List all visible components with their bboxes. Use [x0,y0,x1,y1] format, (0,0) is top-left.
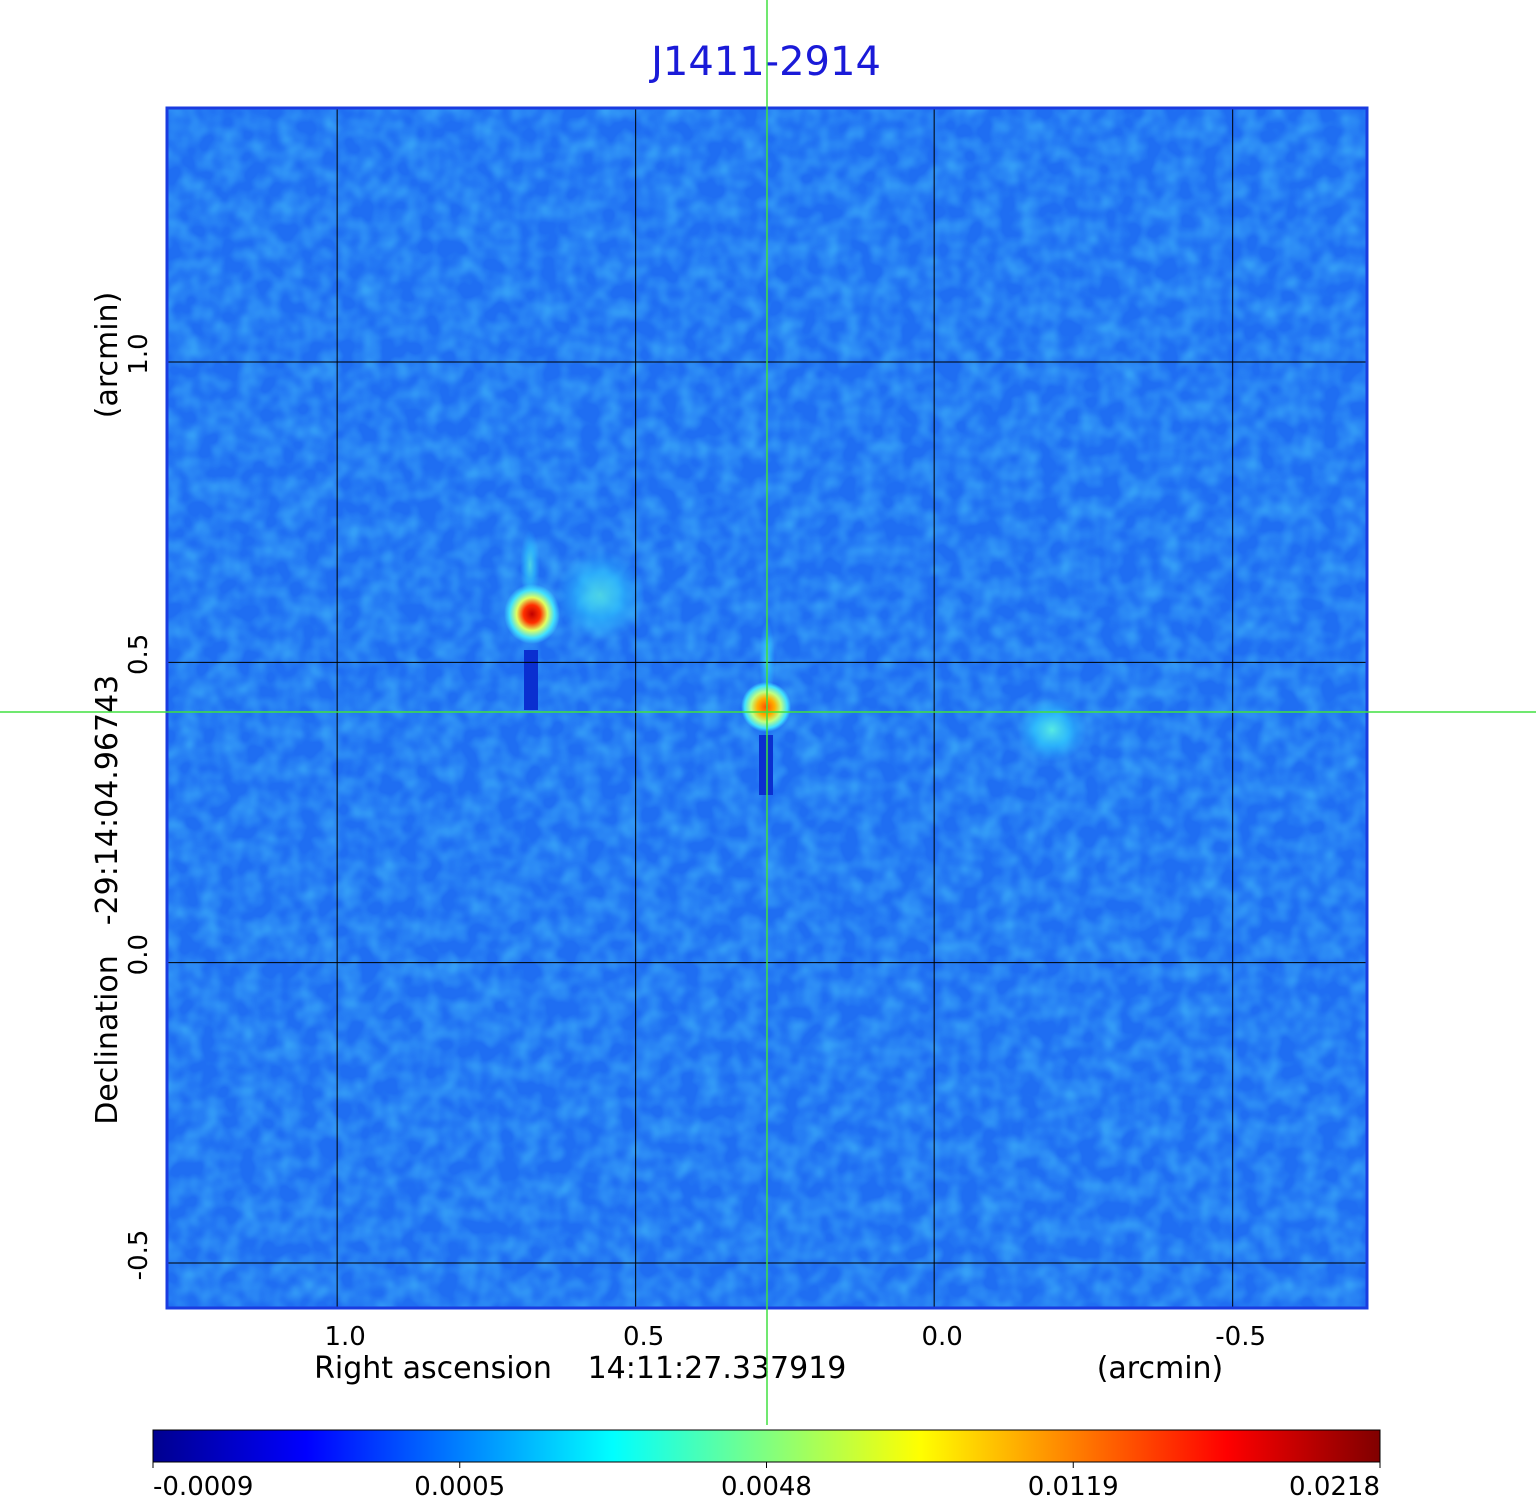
y-tick-label: -0.5 [124,1230,154,1281]
colorbar-tick-label: 0.0119 [1028,1472,1119,1500]
y-axis-center: -29:14:04.96743 [90,675,125,926]
y-axis-label: Declination [90,955,125,1125]
y-tick-label: 0.5 [124,634,154,675]
colorbar-tick-label: 0.0048 [721,1472,812,1500]
x-tick-label: -0.5 [1215,1322,1266,1352]
colorbar-tick-label: 0.0218 [1289,1472,1380,1500]
x-tick-label: 1.0 [324,1322,365,1352]
chart-title: J1411-2914 [648,39,881,85]
x-axis-label: Right ascension [314,1351,552,1386]
x-tick-label: 0.0 [921,1322,962,1352]
x-tick-label: 0.5 [623,1322,664,1352]
colorbar-tick-label: 0.0005 [414,1472,505,1500]
x-axis-unit: (arcmin) [1097,1351,1224,1386]
colorbar [152,1429,1381,1463]
y-tick-label: 0.0 [124,934,154,975]
y-axis-unit: (arcmin) [90,292,125,419]
x-axis-center: 14:11:27.337919 [588,1351,847,1386]
y-tick-label: 1.0 [124,333,154,374]
colorbar-tick-label: -0.0009 [153,1472,253,1500]
colorbar-axis: -0.0009 0.0005 0.0048 0.0119 0.0218 [152,1462,1381,1502]
